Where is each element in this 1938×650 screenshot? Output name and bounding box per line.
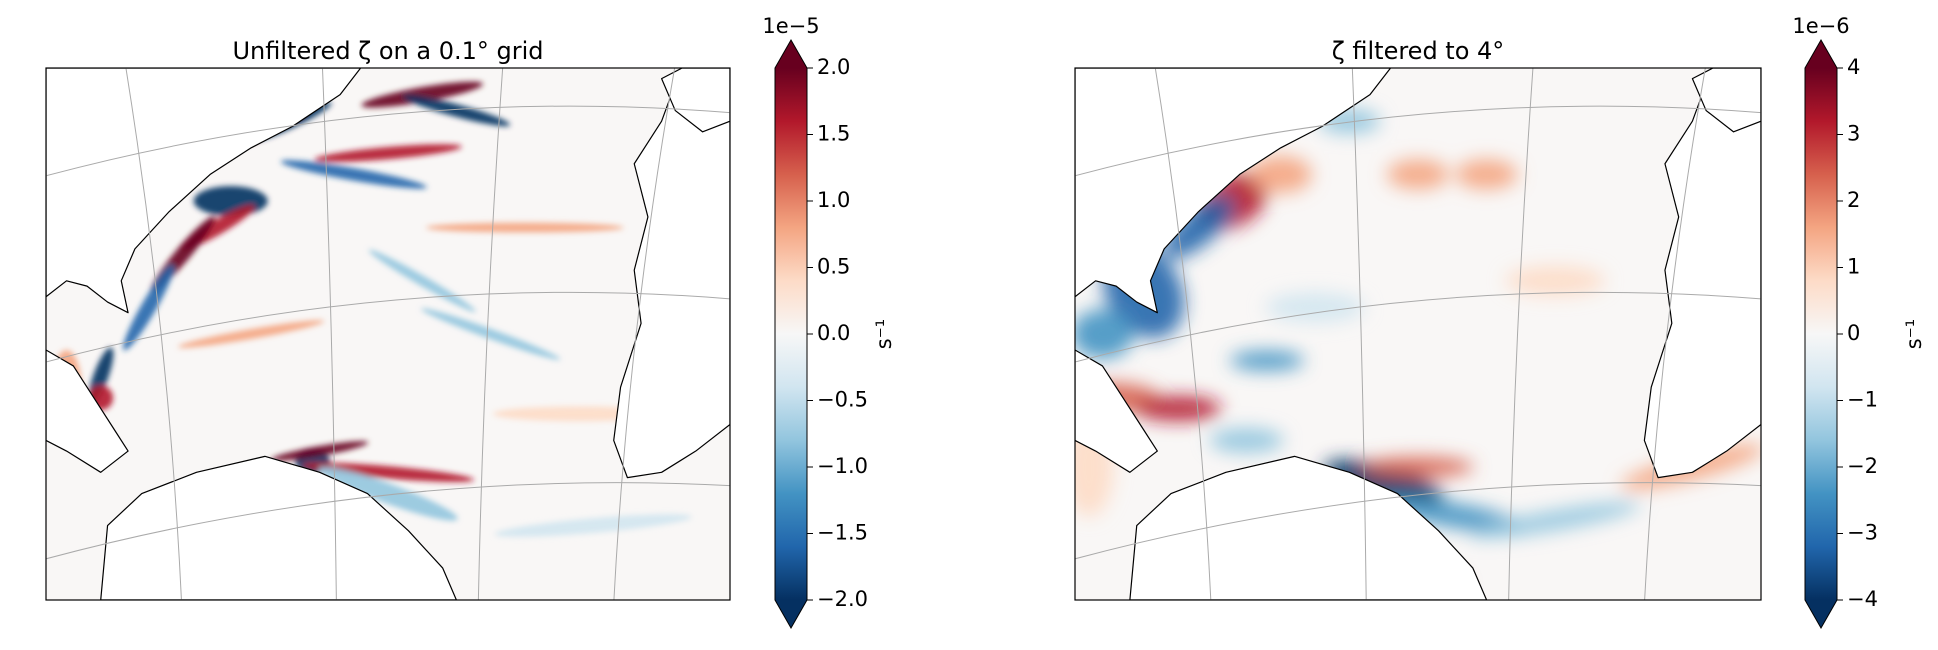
vorticity-feature [420,308,561,360]
vorticity-feature [1455,159,1518,190]
colorbar-tick-label: 2.0 [817,55,850,79]
graticule [1075,482,1761,560]
colorbar-extend-max [1805,40,1837,68]
vorticity-feature [1362,457,1474,477]
vorticity-feature [494,514,692,537]
vorticity-feature [1505,265,1605,296]
vorticity-feature [426,222,624,233]
vorticity-feature [1379,497,1526,533]
graticule [1508,68,1534,600]
chart-title: Unfiltered ζ on a 0.1° grid [232,37,543,65]
vorticity-feature [301,462,475,483]
vorticity-feature [193,186,268,216]
colorbar-tick-label: −0.5 [817,388,868,412]
graticule [1075,105,1761,177]
panel: ζ filtered to 4° −4 −3 −2 −1 0 1 2 3 4 1e−6 s⁻¹ [1074,14,1926,630]
colorbar-tick-label: −1 [1847,388,1878,412]
graticule [613,68,676,600]
map-frame [1074,67,1762,601]
colorbar-tick-label: 1.0 [817,188,850,212]
chart-title: ζ filtered to 4° [1332,37,1505,65]
land [100,455,457,600]
colorbar-tick-label: −1.0 [817,454,868,478]
colorbar-tick-label: −3 [1847,521,1878,545]
vorticity-feature [1163,196,1234,259]
land [660,68,730,133]
colorbar-tick-label: 1 [1847,255,1860,279]
colorbar-tick-label: 4 [1847,55,1860,79]
vorticity-feature [1075,309,1134,359]
vorticity-feature [1265,292,1365,323]
colorbar-tick-label: −1.5 [817,521,868,545]
vorticity-feature [1469,502,1641,539]
graticule [46,291,730,363]
colorbar-label: s⁻¹ [872,319,896,349]
land [46,349,129,473]
colorbar-extend-min [1805,600,1837,628]
graticule [46,482,730,560]
graticule [1351,68,1367,600]
colorbar-tick-label: −4 [1847,587,1878,611]
graticule [477,68,504,600]
colorbar-tick-label: 0 [1847,321,1860,345]
vorticity-feature [178,320,325,348]
colorbar-tick-label: −2.0 [817,587,868,611]
colorbar-tick-label: 1.5 [817,122,850,146]
vorticity-feature [1249,155,1312,193]
graticule [46,105,730,177]
graticule [1075,291,1761,363]
colorbar-offset: 1e−6 [1792,14,1849,38]
colorbar [1805,68,1837,600]
colorbar-tick-label: 3 [1847,122,1860,146]
colorbar-extend-max [775,40,807,68]
graticule [321,68,337,600]
map-frame [45,67,731,601]
vorticity-feature [1323,459,1444,507]
graticule [125,68,182,600]
graticule [1644,68,1706,600]
land [1129,455,1488,600]
colorbar-extend-min [775,600,807,628]
colorbar [775,68,807,600]
vorticity-feature [1209,428,1284,453]
colorbar-tick-label: 0.0 [817,321,850,345]
vorticity-feature [1387,159,1449,190]
map-field [46,68,730,600]
colorbar-tick-label: 2 [1847,188,1860,212]
land [1075,349,1158,473]
vorticity-feature [1134,396,1222,421]
vorticity-feature [270,441,369,461]
colorbar-label: s⁻¹ [1902,319,1926,349]
vorticity-feature [402,94,511,127]
colorbar-offset: 1e−5 [762,14,819,38]
vorticity-feature [123,264,175,351]
vorticity-feature [318,466,458,521]
colorbar-tick-label: −2 [1847,454,1878,478]
vorticity-feature [1229,350,1305,371]
vorticity-feature [280,160,427,189]
panel: Unfiltered ζ on a 0.1° grid −2.0 −1.5 −1.0 −… [45,14,896,630]
colorbar-tick-label: 0.5 [817,255,850,279]
vorticity-feature [314,144,462,163]
vorticity-feature [361,81,484,108]
land [1691,68,1761,133]
graticule [1154,68,1212,600]
map-field [1075,68,1761,600]
